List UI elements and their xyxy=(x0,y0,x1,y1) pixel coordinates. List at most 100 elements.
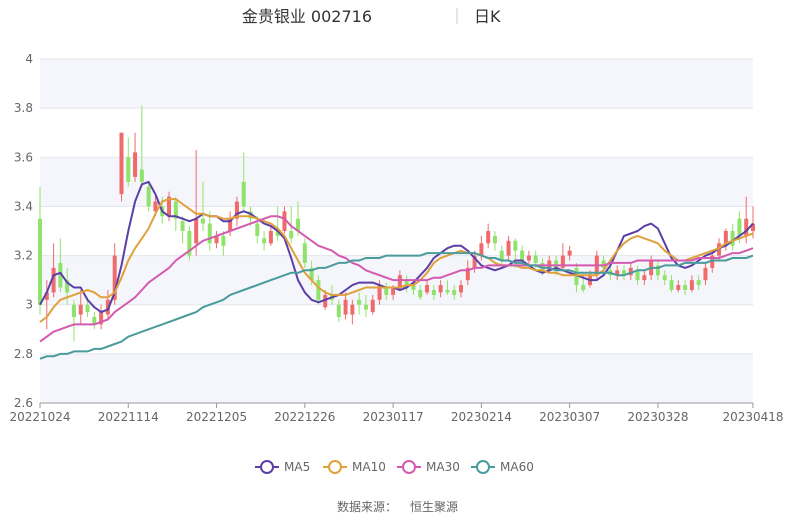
x-tick-label: 20230328 xyxy=(627,410,688,424)
candle xyxy=(655,260,660,281)
candle-body xyxy=(126,157,131,182)
candle xyxy=(689,275,694,293)
candle-body xyxy=(71,304,76,317)
series-line-ma5 xyxy=(39,180,754,314)
candle-body xyxy=(696,280,701,286)
candle xyxy=(465,260,470,286)
candle-body xyxy=(689,280,694,290)
candle xyxy=(214,231,219,249)
candle-body xyxy=(710,255,715,268)
candle-body xyxy=(669,280,674,290)
candle-body xyxy=(438,285,443,293)
candle xyxy=(710,250,715,273)
candle-body xyxy=(683,285,688,290)
candle xyxy=(262,231,267,251)
candle-body xyxy=(180,221,185,231)
y-tick-label: 2.8 xyxy=(14,347,33,361)
candle-body xyxy=(78,304,83,315)
y-tick-label: 3.6 xyxy=(14,150,33,164)
legend-item-ma5[interactable]: MA5 xyxy=(255,460,310,474)
candle xyxy=(526,250,531,266)
candle-body xyxy=(744,218,749,236)
candle-body xyxy=(411,285,416,290)
candle xyxy=(683,280,688,295)
candle xyxy=(234,196,239,227)
candle-body xyxy=(289,231,294,239)
candle xyxy=(567,245,572,261)
candle xyxy=(696,275,701,290)
candle-body xyxy=(425,285,430,293)
legend-ma30-marker xyxy=(402,460,416,474)
candle-body xyxy=(65,280,70,293)
candle-body xyxy=(302,243,307,263)
moving-average-lines xyxy=(39,180,754,360)
candle xyxy=(38,186,42,315)
plot-band xyxy=(40,59,753,109)
candle xyxy=(431,285,436,300)
candle-body xyxy=(234,201,239,219)
y-tick-label: 3.2 xyxy=(14,249,33,263)
legend-item-ma60[interactable]: MA60 xyxy=(471,460,534,474)
candle xyxy=(621,265,626,281)
candle xyxy=(44,280,49,330)
candle xyxy=(669,275,674,293)
candle-body xyxy=(268,231,273,244)
candle xyxy=(472,250,477,273)
x-tick-label: 20221114 xyxy=(98,410,159,424)
candle xyxy=(65,267,70,305)
candle-body xyxy=(418,289,423,298)
x-tick-label: 20221205 xyxy=(186,410,247,424)
legend: MA5 MA10 MA30 MA60 xyxy=(255,460,534,474)
candle-body xyxy=(655,265,660,276)
candle-body xyxy=(173,201,178,219)
candle-body xyxy=(560,255,565,268)
legend-ma5-label: MA5 xyxy=(284,460,310,474)
x-tick-label: 20221226 xyxy=(274,410,335,424)
candle-body xyxy=(445,289,450,293)
candle xyxy=(357,292,362,315)
candle-body xyxy=(635,270,640,281)
candle xyxy=(58,238,63,293)
candle-body xyxy=(540,262,545,271)
candle-body xyxy=(730,231,735,246)
candle-body xyxy=(703,267,708,281)
candle-body xyxy=(255,223,260,236)
candle-body xyxy=(323,294,328,308)
legend-ma60-marker xyxy=(476,460,490,474)
candle-body xyxy=(153,201,158,212)
candle-body xyxy=(506,240,511,256)
candle-body xyxy=(241,181,246,207)
candle xyxy=(506,235,511,261)
candle xyxy=(425,280,430,295)
candle-body xyxy=(363,304,368,310)
candle-body xyxy=(581,285,586,290)
candle-body xyxy=(309,267,314,281)
candle-body xyxy=(99,312,104,325)
candle-body xyxy=(459,285,464,293)
candle-body xyxy=(384,287,389,295)
candle-body xyxy=(336,304,341,317)
candle-body xyxy=(194,218,199,244)
candle xyxy=(723,228,728,251)
candle-body xyxy=(316,280,321,300)
y-tick-label: 3.8 xyxy=(14,101,33,115)
candle-body xyxy=(723,231,728,244)
candle-body xyxy=(397,275,402,288)
candle xyxy=(486,223,491,249)
candle-body xyxy=(221,235,226,246)
x-axis: 20221024 20221114 20221205 20221226 20230117… xyxy=(9,402,784,424)
y-axis: 2.6 2.8 3 3.2 3.4 3.6 3.8 4 xyxy=(14,52,33,410)
legend-ma5-marker xyxy=(260,460,274,474)
candle xyxy=(200,181,205,231)
candle xyxy=(642,270,647,286)
candle-body xyxy=(554,260,559,268)
candle xyxy=(350,299,355,325)
candle-body xyxy=(737,218,742,236)
candle xyxy=(730,223,735,251)
candle xyxy=(316,275,321,305)
candle xyxy=(363,294,368,317)
legend-item-ma30[interactable]: MA30 xyxy=(397,460,460,474)
candle-body xyxy=(92,317,97,325)
legend-item-ma10[interactable]: MA10 xyxy=(323,460,386,474)
candle xyxy=(78,289,83,325)
